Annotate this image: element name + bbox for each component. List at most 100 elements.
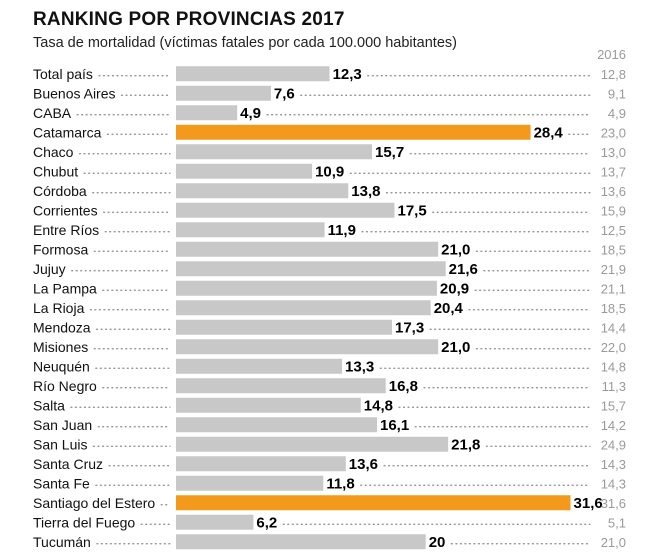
- value-label: 21,6: [449, 261, 478, 278]
- category-label: Santiago del Estero: [33, 495, 155, 511]
- bar: [176, 183, 349, 199]
- value-label: 13,6: [349, 456, 378, 473]
- value-label: 11,8: [326, 475, 354, 492]
- bar: [176, 319, 392, 335]
- value-label: 31,6: [574, 495, 603, 512]
- category-label: Misiones: [33, 339, 88, 355]
- prev-year-value: 14,3: [601, 476, 626, 491]
- bar: [176, 163, 313, 179]
- category-label: Santa Cruz: [33, 456, 103, 472]
- prev-year-value: 4,9: [608, 106, 626, 121]
- bar: [176, 124, 531, 140]
- category-label: San Juan: [33, 417, 92, 433]
- prev-year-value: 18,5: [601, 301, 626, 316]
- prev-year-value: 23,0: [601, 125, 626, 140]
- bar: [176, 495, 571, 511]
- category-label: CABA: [33, 105, 72, 121]
- prev-year-value: 21,1: [601, 281, 626, 296]
- bar: [176, 358, 343, 374]
- category-label: Entre Ríos: [33, 222, 99, 238]
- value-label: 4,9: [240, 105, 261, 122]
- category-label: Neuquén: [33, 358, 90, 374]
- prev-year-header: 2016: [597, 47, 626, 62]
- value-label: 17,5: [397, 202, 426, 219]
- prev-year-value: 13,0: [601, 145, 626, 160]
- prev-year-value: 9,1: [608, 86, 626, 101]
- prev-year-value: 31,6: [601, 496, 626, 511]
- prev-year-value: 21,9: [601, 262, 626, 277]
- value-label: 6,2: [256, 514, 277, 531]
- bar: [176, 85, 271, 101]
- bar: [176, 417, 378, 433]
- bar: [176, 475, 324, 491]
- category-label: Río Negro: [33, 378, 97, 394]
- prev-year-value: 15,7: [601, 398, 626, 413]
- value-label: 12,3: [333, 66, 362, 83]
- prev-year-value: 13,6: [601, 184, 626, 199]
- category-label: Total país: [33, 66, 93, 82]
- category-label: Jujuy: [33, 261, 66, 277]
- bar: [176, 280, 437, 296]
- value-label: 10,9: [315, 163, 344, 180]
- bar: [176, 339, 439, 355]
- category-label: Salta: [33, 397, 65, 413]
- category-label: La Rioja: [33, 300, 85, 316]
- value-label: 20,4: [434, 300, 464, 317]
- bar: [176, 534, 426, 550]
- category-label: Chaco: [33, 144, 74, 160]
- category-label: Tierra del Fuego: [33, 514, 135, 530]
- value-label: 28,4: [534, 124, 564, 141]
- bar: [176, 436, 449, 452]
- prev-year-value: 14,8: [601, 359, 626, 374]
- bar: [176, 456, 346, 472]
- category-label: Buenos Aires: [33, 85, 116, 101]
- category-label: Formosa: [33, 241, 88, 257]
- value-label: 21,0: [441, 339, 470, 356]
- bar: [176, 514, 254, 530]
- value-label: 20: [429, 534, 446, 551]
- category-label: Tucumán: [33, 534, 91, 550]
- category-label: La Pampa: [33, 280, 97, 296]
- bar: [176, 378, 386, 394]
- value-label: 7,6: [274, 85, 295, 102]
- prev-year-value: 21,0: [601, 535, 626, 550]
- value-label: 13,8: [351, 183, 380, 200]
- value-label: 21,8: [451, 436, 480, 453]
- bar: [176, 105, 238, 121]
- value-label: 11,9: [328, 222, 356, 239]
- prev-year-value: 14,3: [601, 457, 626, 472]
- prev-year-value: 24,9: [601, 437, 626, 452]
- prev-year-value: 13,7: [601, 164, 626, 179]
- prev-year-value: 11,3: [602, 379, 626, 394]
- category-label: San Luis: [33, 436, 87, 452]
- chart-title: RANKING POR PROVINCIAS 2017: [33, 9, 345, 30]
- value-label: 17,3: [395, 319, 424, 336]
- category-label: Córdoba: [33, 183, 87, 199]
- chart-subtitle: Tasa de mortalidad (víctimas fatales por…: [33, 35, 457, 51]
- prev-year-value: 14,2: [601, 418, 626, 433]
- value-label: 20,9: [440, 280, 469, 297]
- bar: [176, 300, 431, 316]
- prev-year-value: 14,4: [601, 320, 626, 335]
- value-label: 14,8: [364, 397, 393, 414]
- prev-year-value: 15,9: [601, 203, 626, 218]
- category-label: Catamarca: [33, 124, 102, 140]
- bar: [176, 261, 446, 277]
- category-label: Mendoza: [33, 319, 91, 335]
- prev-year-value: 18,5: [601, 242, 626, 257]
- value-label: 13,3: [345, 358, 374, 375]
- bar: [176, 202, 395, 218]
- value-label: 16,1: [380, 417, 409, 434]
- bar: [176, 222, 325, 238]
- category-label: Santa Fe: [33, 475, 90, 491]
- bar: [176, 66, 330, 82]
- prev-year-value: 5,1: [608, 515, 626, 530]
- value-label: 16,8: [389, 378, 418, 395]
- category-label: Chubut: [33, 163, 78, 179]
- prev-year-value: 12,5: [601, 223, 626, 238]
- bar: [176, 397, 361, 413]
- bar: [176, 144, 373, 160]
- category-label: Corrientes: [33, 202, 98, 218]
- prev-year-value: 22,0: [601, 340, 626, 355]
